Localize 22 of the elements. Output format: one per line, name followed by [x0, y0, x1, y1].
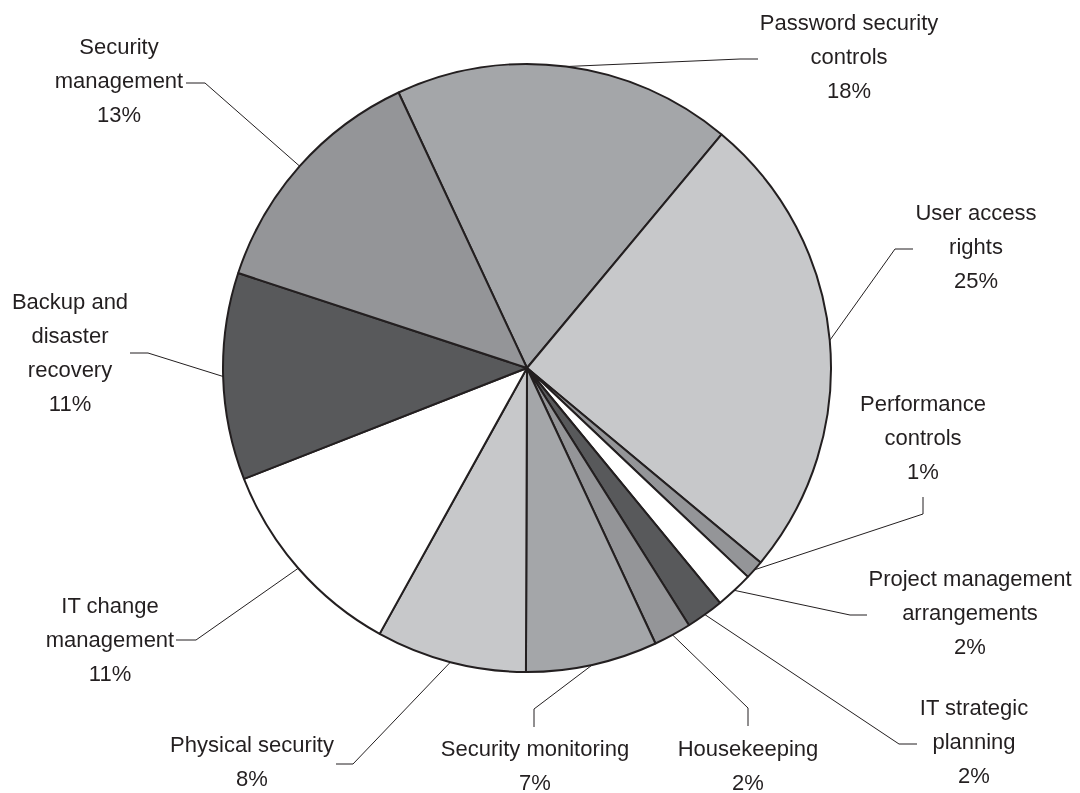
- slice-label: Backup and disaster recovery: [11, 289, 129, 383]
- data-label: 2%: [954, 634, 986, 660]
- data-label: 25%: [953, 268, 999, 294]
- data-label: 8%: [236, 766, 268, 792]
- data-label: 13%: [96, 102, 142, 128]
- slice-label: Housekeeping: [677, 736, 819, 762]
- slice-label: Security monitoring: [440, 736, 630, 762]
- slice-label: Performance controls: [860, 391, 986, 451]
- data-label: 2%: [732, 770, 764, 793]
- data-label: 7%: [519, 770, 551, 793]
- slice-label: IT strategic planning: [919, 695, 1029, 755]
- data-label: 2%: [958, 763, 990, 789]
- slice-label: Security management: [54, 34, 184, 94]
- slice-label: User access rights: [915, 200, 1037, 260]
- data-label: 1%: [907, 459, 939, 485]
- slice-label: IT change management: [45, 593, 175, 653]
- data-label: 18%: [826, 78, 872, 104]
- data-label: 11%: [88, 661, 132, 687]
- slice-label: Password security controls: [759, 10, 939, 70]
- slice-label: Physical security: [170, 732, 334, 758]
- slice-label: Project management arrangements: [868, 566, 1072, 626]
- data-label: 11%: [48, 391, 92, 417]
